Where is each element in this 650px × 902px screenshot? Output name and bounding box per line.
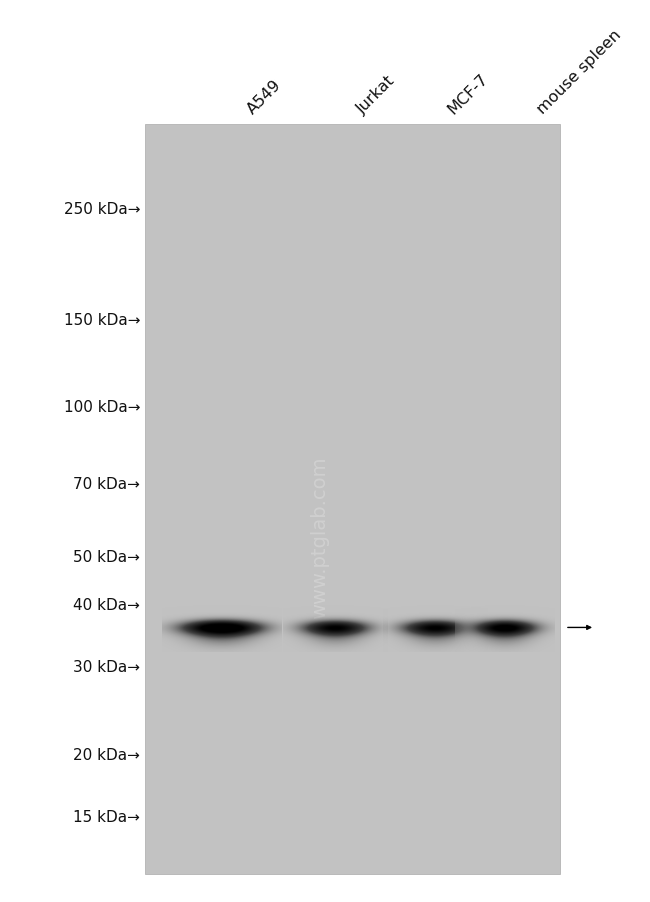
Text: 40 kDa→: 40 kDa→ <box>73 597 140 612</box>
Text: 30 kDa→: 30 kDa→ <box>73 659 140 675</box>
Text: Jurkat: Jurkat <box>354 73 398 117</box>
Text: 70 kDa→: 70 kDa→ <box>73 477 140 492</box>
Text: mouse spleen: mouse spleen <box>534 27 624 117</box>
Text: www.ptglab.com: www.ptglab.com <box>310 456 329 618</box>
Text: A549: A549 <box>244 77 284 117</box>
Text: MCF-7: MCF-7 <box>445 71 491 117</box>
Bar <box>145 124 560 874</box>
Text: 20 kDa→: 20 kDa→ <box>73 747 140 762</box>
Text: 150 kDa→: 150 kDa→ <box>64 312 140 327</box>
Text: 15 kDa→: 15 kDa→ <box>73 809 140 824</box>
Text: 100 kDa→: 100 kDa→ <box>64 400 140 415</box>
Text: 50 kDa→: 50 kDa→ <box>73 549 140 565</box>
Text: 250 kDa→: 250 kDa→ <box>64 202 140 217</box>
